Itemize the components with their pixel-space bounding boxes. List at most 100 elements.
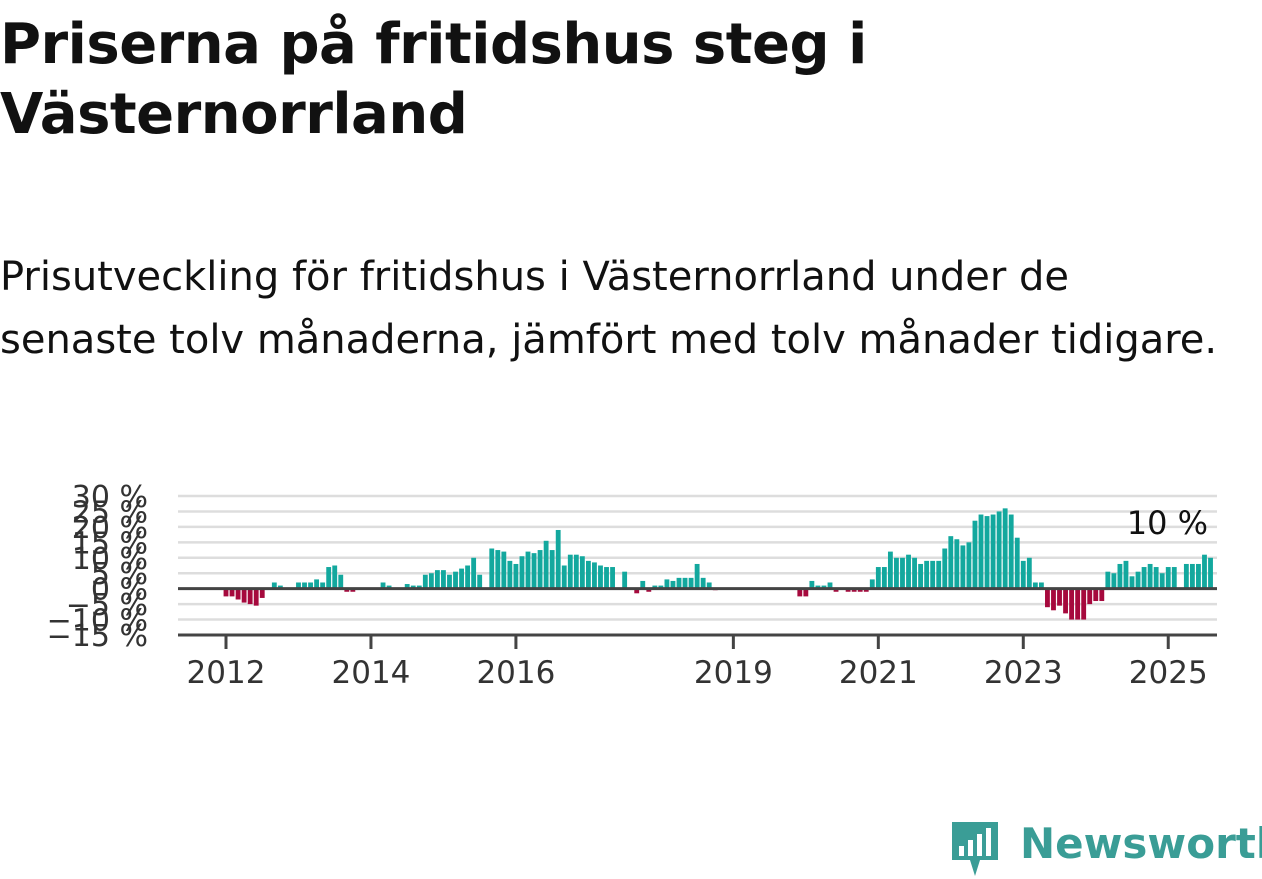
bar: [1099, 588, 1105, 602]
bar: [634, 588, 640, 594]
end-value-label: 10 %: [1127, 504, 1208, 542]
bar: [809, 580, 815, 589]
bar: [573, 554, 579, 589]
x-tick-label: 2016: [476, 655, 555, 691]
bar: [1057, 588, 1062, 606]
bar: [978, 514, 984, 589]
chart-title: Priserna på fritidshus steg i Västernorr…: [0, 12, 867, 147]
bar: [1129, 576, 1135, 589]
bar: [416, 585, 422, 589]
bar: [410, 585, 416, 589]
bar: [1026, 557, 1032, 589]
bar: [924, 560, 930, 589]
bar: [1117, 563, 1123, 589]
bar: [827, 582, 833, 589]
bar: [1032, 582, 1038, 589]
x-tick-label: 2023: [984, 655, 1063, 691]
bar: [1111, 573, 1117, 589]
bar: [984, 516, 990, 589]
y-tick-label: −15 %: [47, 619, 148, 654]
bar: [555, 529, 561, 589]
bar: [1014, 537, 1020, 589]
bar: [815, 585, 821, 589]
bar: [670, 580, 676, 589]
bar: [338, 574, 344, 589]
bar: [513, 563, 519, 589]
bar: [1038, 582, 1044, 589]
y-tick-label: 15 %: [72, 526, 148, 561]
bar: [1171, 567, 1177, 589]
bar: [942, 548, 948, 589]
bar: [869, 579, 875, 589]
bar: [954, 539, 960, 589]
bar: [308, 582, 313, 589]
bar: [1081, 588, 1087, 620]
bar: [646, 588, 652, 592]
bar: [537, 550, 543, 589]
bar: [229, 588, 235, 597]
bar: [1069, 588, 1075, 620]
bar: [851, 588, 857, 592]
y-tick-label: 25 %: [72, 495, 148, 530]
bar: [936, 560, 942, 589]
bar: [694, 563, 700, 589]
bar: [386, 585, 392, 589]
bar: [1202, 554, 1207, 589]
newsworthy-logo: Newsworthy: [950, 818, 1262, 878]
bar: [664, 579, 670, 589]
bar: [622, 571, 628, 589]
x-tick-label: 2012: [187, 655, 266, 691]
y-tick-label: 10 %: [72, 542, 148, 577]
bar: [1087, 588, 1093, 605]
bar: [1051, 588, 1056, 611]
bar: [332, 565, 338, 589]
bar: [676, 577, 682, 589]
bar: [706, 582, 712, 589]
bar: [604, 567, 609, 589]
bar: [531, 553, 537, 589]
bar: [404, 584, 410, 589]
bar: [1002, 508, 1008, 589]
brand-name: Newsworthy: [1020, 819, 1262, 868]
bar: [1008, 514, 1014, 589]
bar: [465, 565, 471, 589]
y-tick-label: −5 %: [66, 588, 148, 623]
bar: [688, 577, 694, 589]
bar: [930, 560, 936, 589]
bar: [1208, 557, 1213, 589]
bar: [610, 567, 615, 589]
bar: [592, 562, 597, 589]
bar: [422, 574, 428, 589]
bar: [797, 588, 803, 597]
chart-subtitle: Prisutveckling för fritidshus i Västerno…: [0, 254, 1218, 363]
bar: [857, 588, 863, 592]
bar: [344, 588, 350, 592]
newsworthy-logo-icon: [952, 822, 998, 876]
bar: [235, 588, 241, 600]
bar: [271, 582, 277, 589]
bar: [434, 570, 440, 589]
bar: [241, 588, 247, 603]
bar: [567, 554, 573, 589]
bar: [507, 560, 513, 589]
bar: [543, 540, 549, 589]
bar: [477, 574, 483, 589]
bar: [1105, 571, 1111, 589]
bar: [658, 585, 664, 589]
bar: [296, 582, 301, 589]
bar: [1075, 588, 1081, 620]
bar: [1159, 573, 1165, 589]
bar: [960, 545, 966, 589]
bar: [1183, 563, 1189, 589]
bar: [519, 556, 525, 589]
bar: [471, 557, 477, 589]
x-tick-label: 2021: [839, 655, 918, 691]
bar: [833, 588, 839, 592]
bar: [900, 557, 905, 589]
bar: [803, 588, 809, 597]
bar: [682, 577, 688, 589]
bar: [380, 582, 386, 589]
bar: [501, 551, 507, 589]
y-axis-tick-labels: 30 %25 %20 %15 %10 %5 %0 %−5 %−10 %−15 %: [47, 480, 148, 654]
bar: [700, 577, 706, 589]
